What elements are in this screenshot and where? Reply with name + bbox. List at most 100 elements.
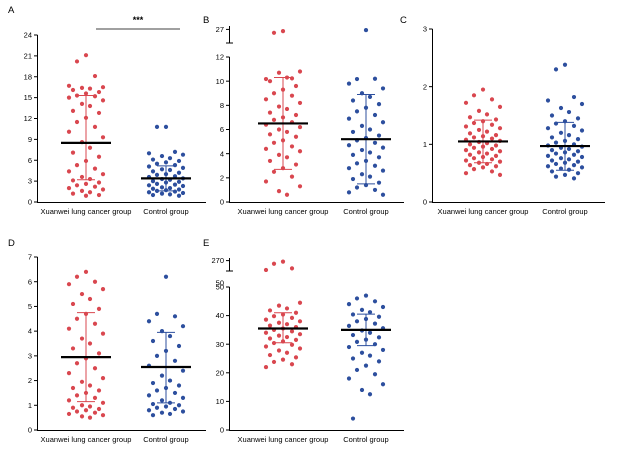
data-point xyxy=(553,161,559,167)
data-point xyxy=(70,385,76,391)
data-point xyxy=(566,157,572,162)
data-point xyxy=(471,145,477,150)
data-point xyxy=(571,94,577,100)
data-point xyxy=(83,193,89,198)
data-point xyxy=(372,321,378,326)
data-point xyxy=(96,388,102,393)
data-point xyxy=(163,385,169,391)
data-point xyxy=(289,329,295,334)
y-tick-label: 2 xyxy=(423,82,427,91)
data-point xyxy=(263,344,269,349)
panel-label: C xyxy=(400,15,407,26)
data-point xyxy=(463,158,469,163)
data-point xyxy=(167,411,173,417)
y-tick-label: 27 xyxy=(216,25,224,34)
data-point xyxy=(172,149,178,154)
data-point xyxy=(293,112,299,118)
y-tick-label: 50 xyxy=(216,279,224,288)
data-point xyxy=(100,135,106,140)
data-point xyxy=(70,301,76,307)
data-point xyxy=(276,320,282,325)
data-point xyxy=(87,145,93,150)
data-point xyxy=(276,189,282,194)
data-point xyxy=(575,149,581,154)
data-point xyxy=(176,187,182,192)
y-tick-label: 0 xyxy=(28,198,32,207)
data-point xyxy=(263,179,269,184)
data-point xyxy=(96,154,102,159)
y-tick-label: 0 xyxy=(220,198,224,207)
y-tick-label: 1 xyxy=(28,401,32,410)
data-point xyxy=(480,144,486,149)
data-point xyxy=(267,158,273,164)
data-point xyxy=(463,171,469,176)
data-point xyxy=(493,164,499,169)
data-point xyxy=(100,400,106,405)
y-tick-label: 4 xyxy=(220,149,224,158)
data-point xyxy=(176,383,182,388)
data-point xyxy=(79,174,85,180)
data-point xyxy=(96,110,102,116)
data-point xyxy=(297,100,303,106)
data-point xyxy=(289,342,295,347)
data-point xyxy=(263,76,269,82)
data-point xyxy=(558,130,564,135)
data-point xyxy=(87,296,93,302)
data-point xyxy=(359,147,365,153)
data-point xyxy=(176,179,182,184)
data-point xyxy=(354,296,360,301)
data-point xyxy=(154,124,160,129)
data-point xyxy=(289,362,295,367)
data-point xyxy=(367,127,373,132)
data-point xyxy=(493,133,499,138)
data-point xyxy=(83,390,89,396)
data-point xyxy=(154,353,160,358)
data-point xyxy=(92,410,98,415)
panel-e: E 0 10 20 30 40 50 270 50 Xuanwei lung cancer gro… xyxy=(203,238,404,444)
data-point xyxy=(87,383,93,388)
data-point xyxy=(172,182,178,187)
data-point xyxy=(263,97,269,102)
x-category-label: Xuanwei lung cancer group xyxy=(238,435,329,444)
data-point xyxy=(480,154,486,160)
data-point xyxy=(553,151,559,156)
data-point xyxy=(100,85,106,90)
panel-a: A 0 3 6 9 12 15 18 21 24 Xuanwei lung cancer group… xyxy=(8,5,206,216)
data-point xyxy=(571,162,577,168)
data-point xyxy=(163,180,169,185)
y-tick-label: 20 xyxy=(216,368,224,377)
data-point xyxy=(467,115,473,120)
data-point xyxy=(176,158,182,164)
data-point xyxy=(579,101,585,107)
data-point xyxy=(150,380,156,386)
x-category-label: Xuanwei lung cancer group xyxy=(41,207,132,216)
data-point xyxy=(100,376,106,381)
data-point xyxy=(289,266,295,271)
data-point xyxy=(70,346,76,351)
y-tick-label: 24 xyxy=(24,31,32,40)
data-point xyxy=(497,172,503,177)
data-point xyxy=(480,134,486,139)
data-point xyxy=(87,176,93,182)
data-point xyxy=(571,123,577,128)
data-point xyxy=(96,180,102,185)
data-point xyxy=(476,127,482,133)
y-tick-label: 9 xyxy=(28,135,32,144)
data-point xyxy=(150,186,156,191)
data-point xyxy=(96,406,102,412)
data-point xyxy=(74,361,80,366)
data-point xyxy=(66,398,72,403)
data-point xyxy=(350,98,356,103)
data-point xyxy=(267,110,273,115)
data-point xyxy=(367,310,373,315)
data-point xyxy=(562,119,568,124)
data-point xyxy=(467,152,473,157)
data-point xyxy=(74,274,80,279)
data-point xyxy=(562,172,568,177)
data-point xyxy=(92,279,98,284)
data-point xyxy=(163,274,169,279)
data-point xyxy=(297,124,303,130)
y-tick-label: 15 xyxy=(24,93,32,102)
data-point xyxy=(363,293,369,298)
